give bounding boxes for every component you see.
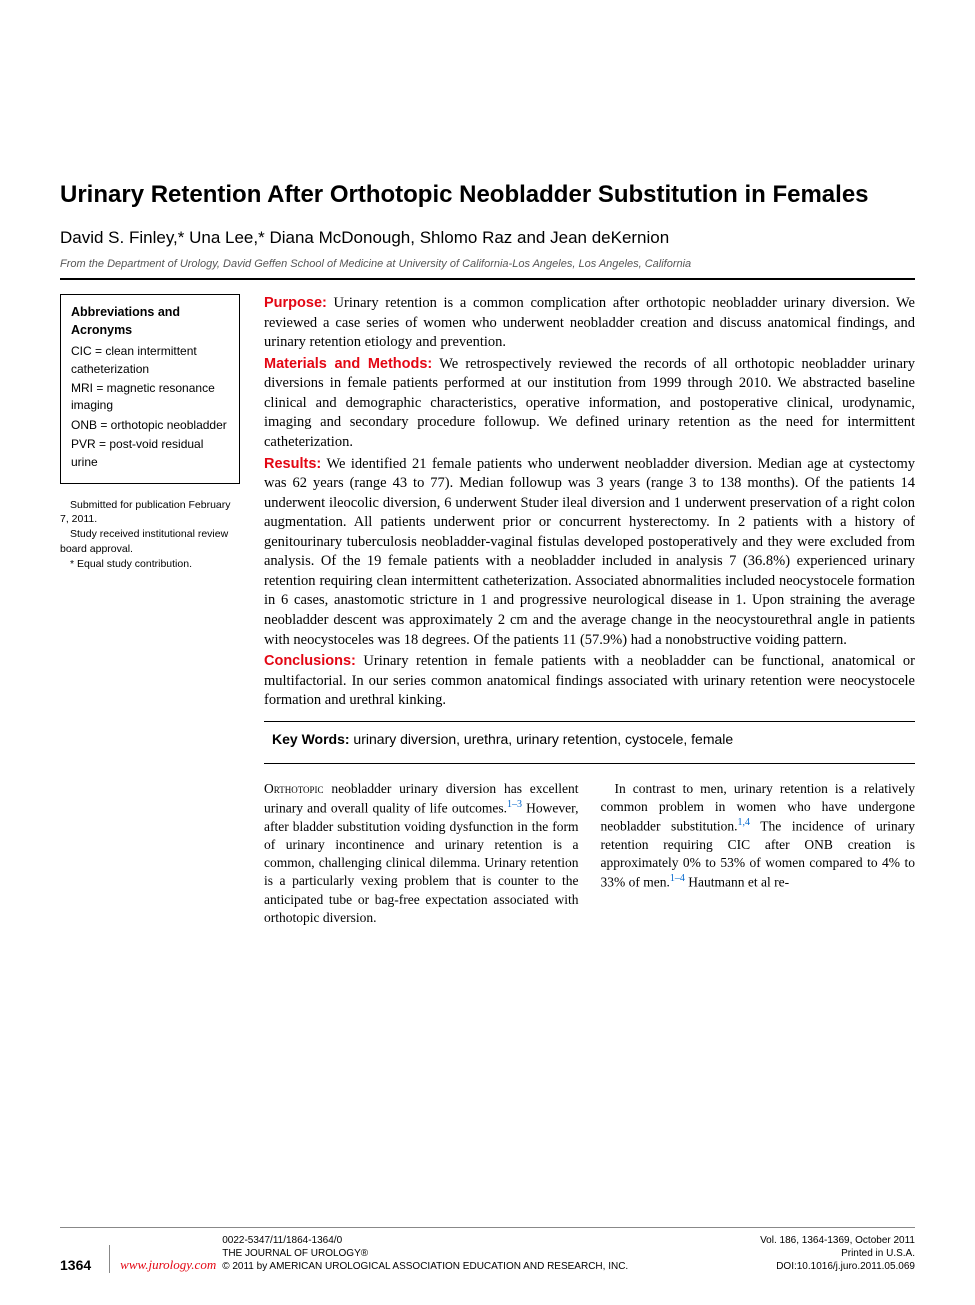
abbrev-item: MRI = magnetic resonance imaging <box>71 380 229 415</box>
abbrev-item: ONB = orthotopic neobladder <box>71 417 229 434</box>
abstract-methods: Materials and Methods: We retrospectivel… <box>264 355 915 453</box>
body-paragraph: Orthotopic neobladder urinary diversion … <box>264 780 579 927</box>
results-text: We identified 21 female patients who und… <box>264 456 915 648</box>
note-equal: * Equal study contribution. <box>60 557 240 571</box>
methods-label: Materials and Methods: <box>264 356 432 372</box>
note-submitted: Submitted for publication February 7, 20… <box>60 498 240 526</box>
keywords-text: urinary diversion, urethra, urinary rete… <box>350 731 734 747</box>
issn-line: 0022-5347/11/1864-1364/0 <box>222 1234 760 1247</box>
page-number: 1364 <box>60 1257 91 1273</box>
keywords-rule-bottom <box>264 763 915 764</box>
body-paragraph: In contrast to men, urinary retention is… <box>601 780 916 892</box>
citation-ref[interactable]: 1–4 <box>670 873 685 884</box>
body-text: Hautmann et al re- <box>685 875 789 890</box>
conclusions-label: Conclusions: <box>264 653 356 669</box>
authors-line: David S. Finley,* Una Lee,* Diana McDono… <box>60 228 915 248</box>
body-columns: Orthotopic neobladder urinary diversion … <box>264 780 915 927</box>
abstract-results: Results: We identified 21 female patient… <box>264 455 915 651</box>
printed-line: Printed in U.S.A. <box>760 1247 915 1260</box>
abbrev-heading: Abbreviations and Acronyms <box>71 303 229 339</box>
smallcaps-lead: Orthotopic <box>264 781 324 796</box>
main-row: Abbreviations and Acronyms CIC = clean i… <box>60 294 915 927</box>
citation-ref[interactable]: 1–3 <box>507 799 522 810</box>
keywords-rule-top <box>264 721 915 722</box>
purpose-text: Urinary retention is a common complicati… <box>264 295 915 350</box>
sidebar: Abbreviations and Acronyms CIC = clean i… <box>60 294 240 927</box>
keywords-line: Key Words: urinary diversion, urethra, u… <box>264 728 915 753</box>
citation-ref[interactable]: 1,4 <box>737 817 750 828</box>
footer-right: Vol. 186, 1364-1369, October 2011 Printe… <box>760 1234 915 1273</box>
note-irb: Study received institutional review boar… <box>60 527 240 555</box>
doi-line: DOI:10.1016/j.juro.2011.05.069 <box>760 1260 915 1273</box>
sidebar-notes: Submitted for publication February 7, 20… <box>60 498 240 571</box>
journal-name: THE JOURNAL OF UROLOGY® <box>222 1247 760 1260</box>
abbrev-item: CIC = clean intermittent catheterization <box>71 343 229 378</box>
affiliation: From the Department of Urology, David Ge… <box>60 258 915 270</box>
article-title: Urinary Retention After Orthotopic Neobl… <box>60 180 915 210</box>
purpose-label: Purpose: <box>264 295 327 311</box>
abbrev-item: PVR = post-void residual urine <box>71 436 229 471</box>
footer-divider <box>109 1245 110 1273</box>
page-footer: 1364 www.jurology.com 0022-5347/11/1864-… <box>60 1227 915 1273</box>
abstract-purpose: Purpose: Urinary retention is a common c… <box>264 294 915 353</box>
results-label: Results: <box>264 456 321 472</box>
keywords-label: Key Words: <box>272 731 350 747</box>
journal-url[interactable]: www.jurology.com <box>120 1257 216 1273</box>
volume-line: Vol. 186, 1364-1369, October 2011 <box>760 1234 915 1247</box>
copyright-line: © 2011 by AMERICAN UROLOGICAL ASSOCIATIO… <box>222 1260 760 1273</box>
abstract-block: Purpose: Urinary retention is a common c… <box>264 294 915 927</box>
footer-center: 0022-5347/11/1864-1364/0 THE JOURNAL OF … <box>222 1234 760 1273</box>
title-rule <box>60 278 915 280</box>
abbreviations-box: Abbreviations and Acronyms CIC = clean i… <box>60 294 240 484</box>
abstract-conclusions: Conclusions: Urinary retention in female… <box>264 652 915 711</box>
conclusions-text: Urinary retention in female patients wit… <box>264 653 915 708</box>
